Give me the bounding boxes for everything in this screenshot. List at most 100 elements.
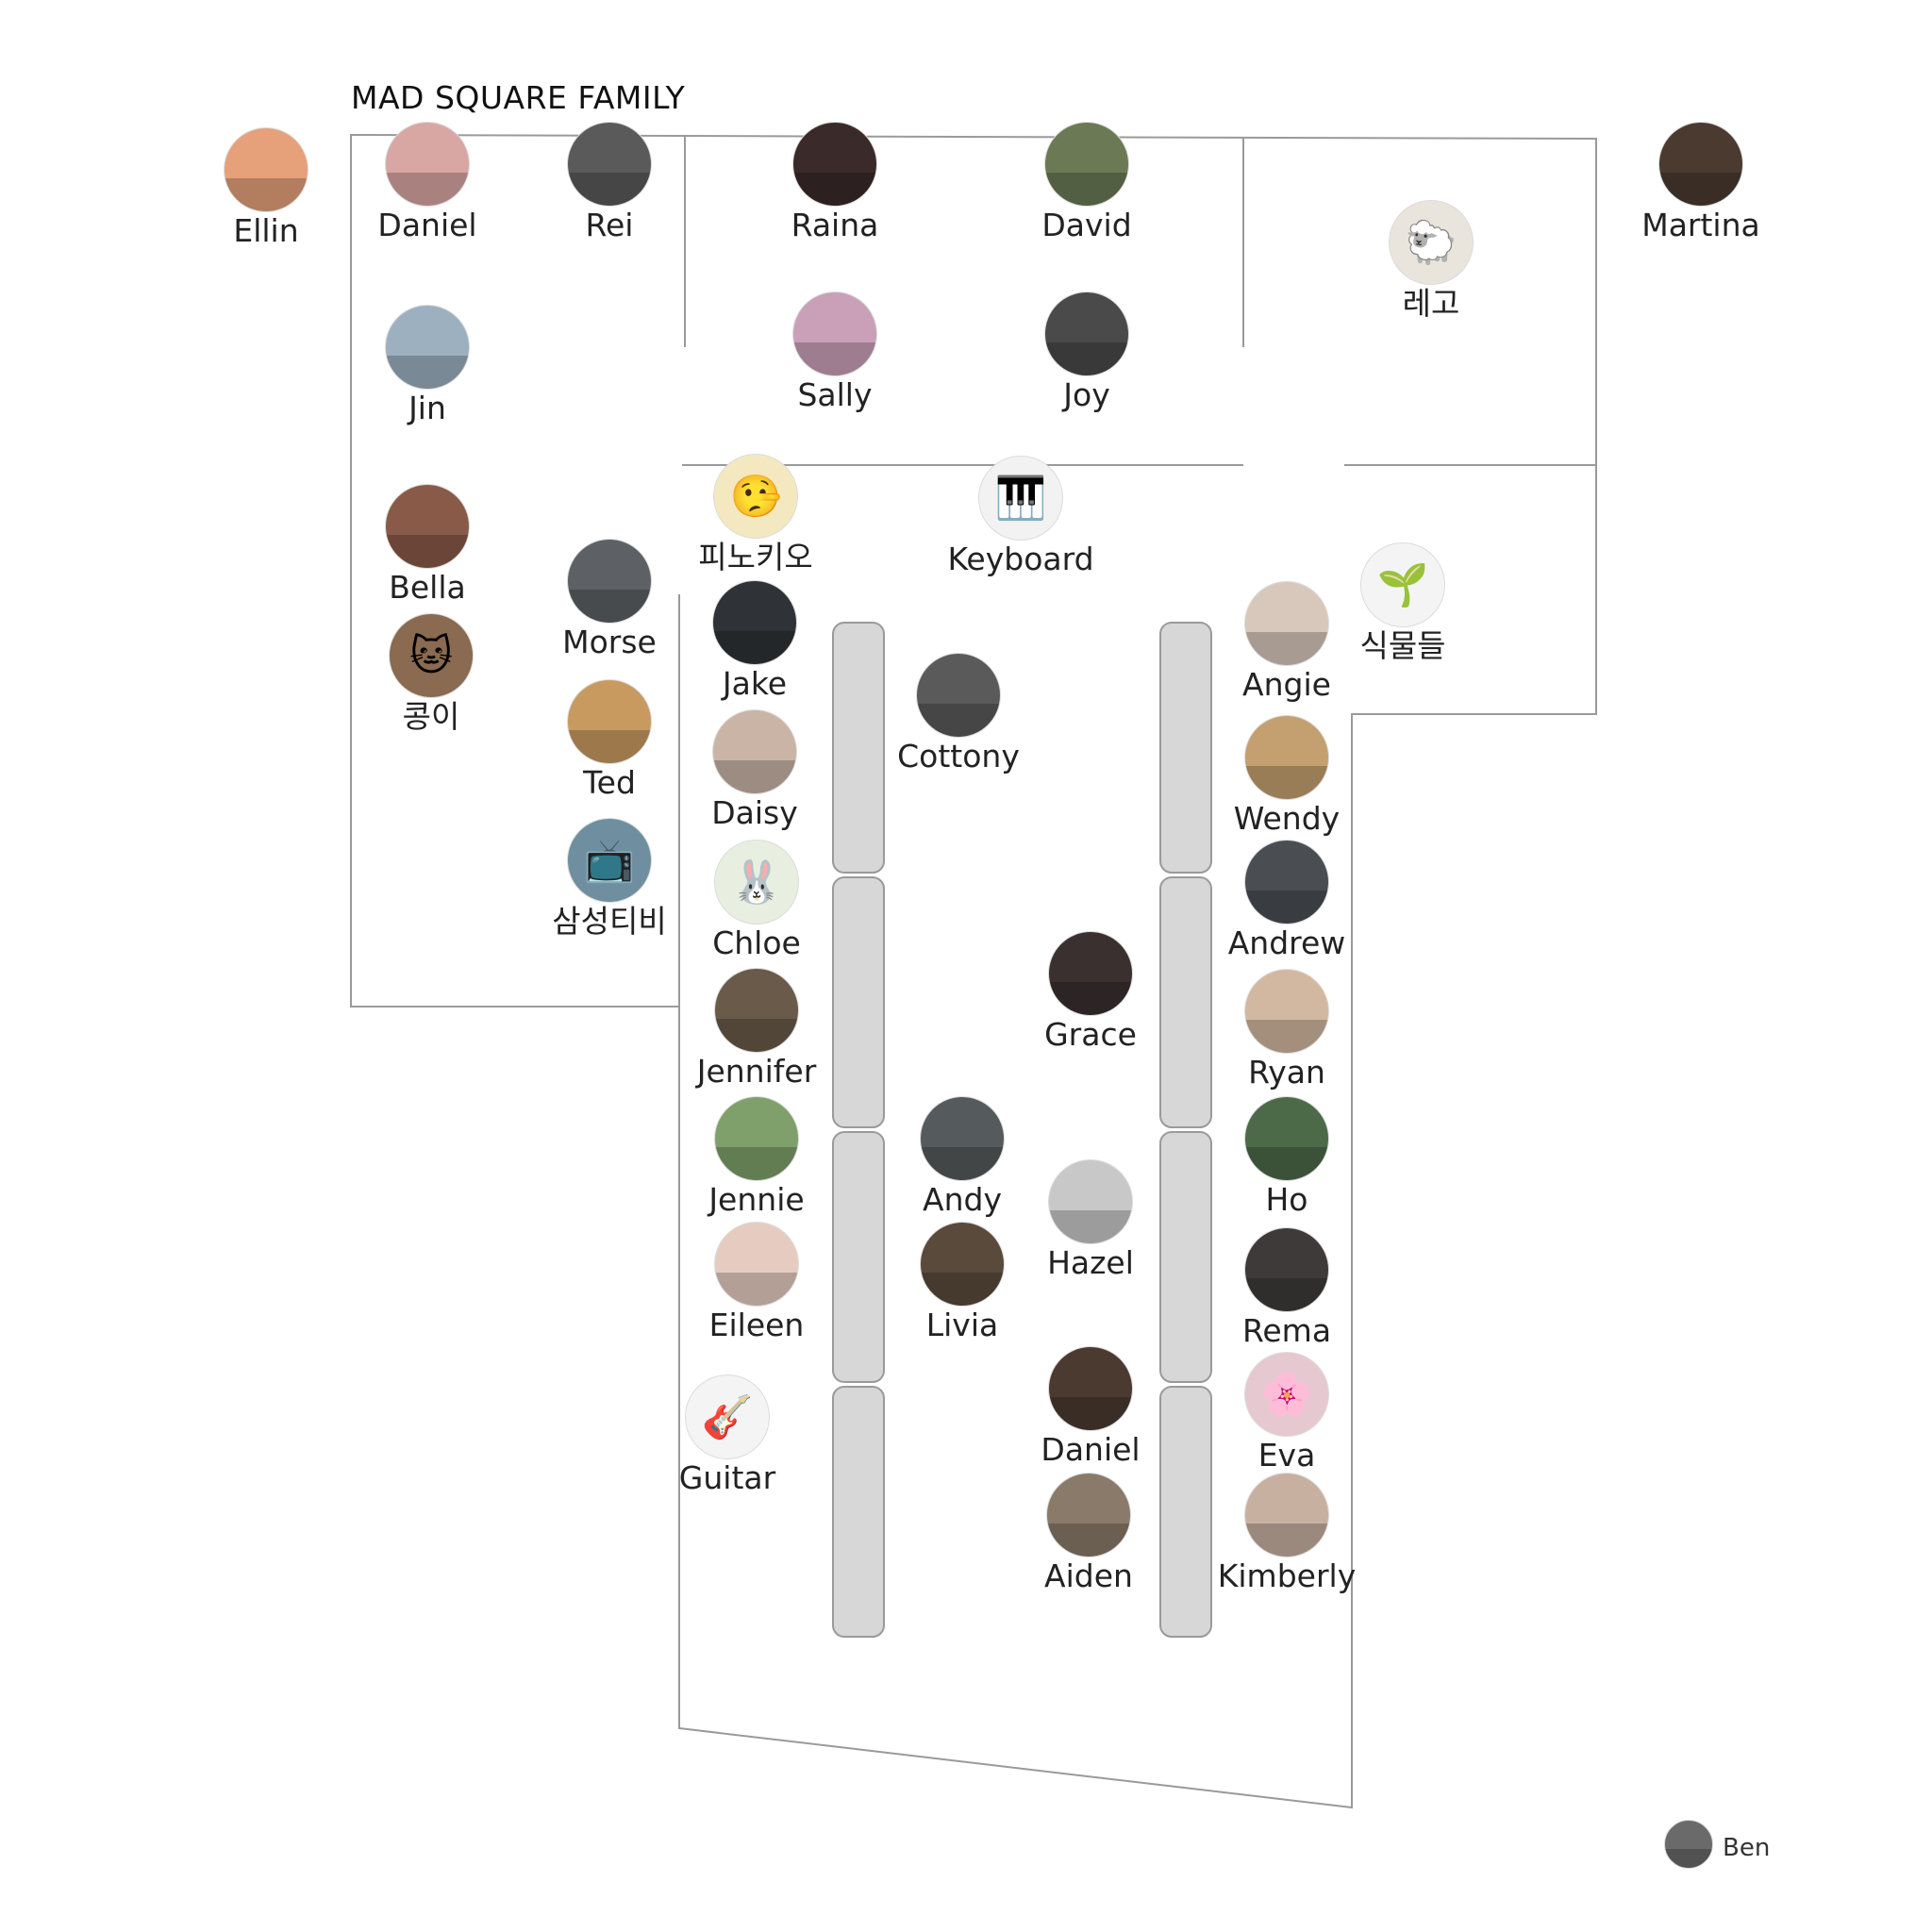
avatar[interactable]: 🤥	[713, 454, 798, 539]
person-rema[interactable]: Rema	[1202, 1227, 1372, 1348]
person-jennifer[interactable]: Jennifer	[672, 968, 841, 1089]
person-david[interactable]: David	[1002, 122, 1172, 242]
avatar[interactable]	[567, 679, 652, 764]
avatar[interactable]	[920, 1222, 1005, 1307]
person-name: Kimberly	[1217, 1557, 1357, 1594]
avatar[interactable]	[385, 484, 470, 569]
person-name-ben: Ben	[1723, 1834, 1771, 1862]
avatar[interactable]	[385, 122, 470, 207]
avatar[interactable]	[712, 580, 797, 665]
person-jin[interactable]: Jin	[342, 305, 512, 425]
person-keyboard[interactable]: 🎹 Keyboard	[936, 456, 1106, 576]
avatar[interactable]	[1048, 1346, 1133, 1431]
avatar-shade	[1245, 1277, 1328, 1311]
person-chloe[interactable]: 🐰 Chloe	[672, 840, 841, 960]
person-jake[interactable]: Jake	[670, 580, 840, 701]
avatar[interactable]	[714, 1222, 799, 1307]
person-pinocchio[interactable]: 🤥 피노키오	[671, 454, 841, 575]
person-aiden[interactable]: Aiden	[1004, 1473, 1174, 1593]
person-sally[interactable]: Sally	[750, 291, 920, 412]
avatar[interactable]	[1244, 581, 1329, 666]
avatar[interactable]	[1244, 969, 1329, 1054]
desk	[832, 876, 885, 1128]
person-ted[interactable]: Ted	[525, 679, 694, 800]
avatar[interactable]	[916, 653, 1001, 738]
person-tv[interactable]: 📺 삼성티비	[525, 818, 694, 939]
person-eileen[interactable]: Eileen	[672, 1222, 841, 1342]
person-name: Ted	[583, 764, 636, 801]
avatar[interactable]	[1244, 1227, 1329, 1312]
person-ryan[interactable]: Ryan	[1202, 969, 1372, 1090]
person-martina[interactable]: Martina	[1616, 122, 1786, 242]
avatar[interactable]	[792, 122, 877, 207]
avatar[interactable]	[712, 709, 797, 794]
desk	[1159, 622, 1212, 874]
avatar[interactable]: 📺	[567, 818, 652, 903]
avatar[interactable]	[1044, 122, 1129, 207]
avatar[interactable]	[920, 1096, 1005, 1181]
avatar[interactable]	[567, 539, 652, 624]
avatar[interactable]: 🎸	[685, 1374, 770, 1459]
person-andy[interactable]: Andy	[877, 1096, 1047, 1217]
avatar-shade	[713, 759, 796, 793]
person-lego[interactable]: 🐑 레고	[1346, 200, 1516, 321]
avatar[interactable]: 🌱	[1360, 542, 1445, 627]
avatar[interactable]	[1244, 1096, 1329, 1181]
avatar[interactable]: 🐱	[389, 613, 474, 698]
person-name: Keyboard	[947, 541, 1094, 577]
person-cottony[interactable]: Cottony	[874, 653, 1043, 774]
avatar[interactable]	[1048, 931, 1133, 1016]
desk	[832, 1386, 885, 1638]
avatar[interactable]	[567, 122, 652, 207]
avatar[interactable]: 🐰	[714, 840, 799, 924]
avatar[interactable]	[1044, 291, 1129, 376]
person-jennie[interactable]: Jennie	[672, 1096, 841, 1217]
avatar[interactable]	[385, 305, 470, 390]
avatar-ben[interactable]	[1664, 1820, 1713, 1869]
person-daisy[interactable]: Daisy	[670, 709, 840, 830]
avatar[interactable]	[1048, 1159, 1133, 1244]
avatar-shade	[917, 703, 1000, 737]
person-ellin[interactable]: Ellin	[181, 127, 351, 248]
person-name: Livia	[925, 1307, 999, 1343]
person-eva[interactable]: 🌸 Eva	[1202, 1352, 1372, 1473]
person-rei[interactable]: Rei	[525, 122, 694, 242]
avatar-shade	[386, 355, 469, 389]
person-ho[interactable]: Ho	[1202, 1096, 1372, 1217]
avatar[interactable]	[1244, 715, 1329, 800]
person-livia[interactable]: Livia	[877, 1222, 1047, 1342]
person-morse[interactable]: Morse	[525, 539, 694, 659]
person-andrew[interactable]: Andrew	[1202, 840, 1372, 960]
avatar[interactable]: 🎹	[978, 456, 1063, 541]
person-plants[interactable]: 🌱 식물들	[1318, 542, 1488, 663]
person-joy[interactable]: Joy	[1002, 291, 1172, 412]
avatar[interactable]	[1658, 122, 1743, 207]
avatar[interactable]	[1244, 1473, 1329, 1557]
person-grace[interactable]: Grace	[1006, 931, 1175, 1052]
avatar-shade	[921, 1272, 1004, 1306]
avatar[interactable]	[714, 1096, 799, 1181]
avatar[interactable]: 🐑	[1389, 200, 1474, 285]
person-bella[interactable]: Bella	[342, 484, 512, 605]
person-daniel-2[interactable]: Daniel	[1006, 1346, 1175, 1467]
avatar[interactable]: 🌸	[1244, 1352, 1329, 1437]
avatar[interactable]	[1046, 1473, 1131, 1557]
person-raina[interactable]: Raina	[750, 122, 920, 242]
avatar[interactable]	[714, 968, 799, 1053]
person-name: 레고	[1402, 285, 1460, 322]
avatar[interactable]	[792, 291, 877, 376]
avatar-shade	[1049, 1396, 1132, 1430]
person-wendy[interactable]: Wendy	[1202, 715, 1372, 836]
avatar[interactable]	[1244, 840, 1329, 924]
avatar[interactable]	[224, 127, 308, 212]
person-cat[interactable]: 🐱 콩이	[346, 613, 516, 734]
person-guitar[interactable]: 🎸 Guitar	[642, 1374, 812, 1495]
avatar-shade	[715, 1272, 798, 1306]
person-angie[interactable]: Angie	[1202, 581, 1372, 702]
person-daniel-1[interactable]: Daniel	[342, 122, 512, 242]
person-kimberly[interactable]: Kimberly	[1202, 1473, 1372, 1593]
person-hazel[interactable]: Hazel	[1006, 1159, 1175, 1280]
person-name: Rema	[1241, 1312, 1332, 1349]
avatar-shade	[1047, 1523, 1130, 1557]
